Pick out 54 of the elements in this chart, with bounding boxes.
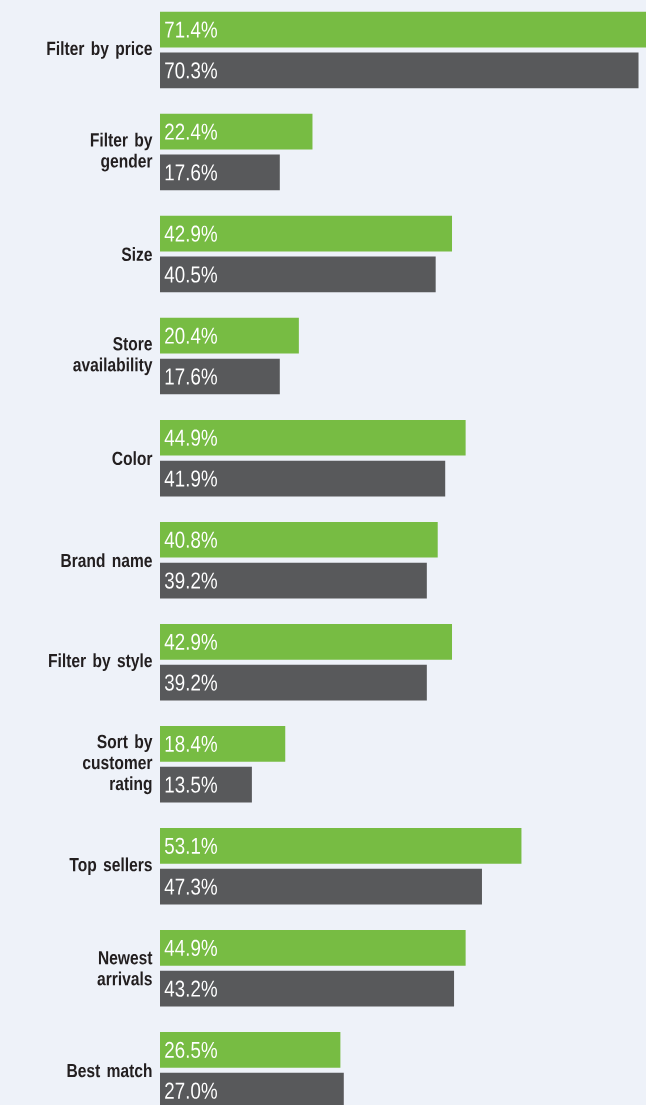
- data-label: 41.9%: [164, 470, 217, 487]
- y-tick-label: Best match: [67, 1063, 152, 1078]
- data-label: 40.5%: [164, 266, 217, 283]
- y-tick-label: Filter by gender: [90, 132, 153, 172]
- bar: [160, 664, 427, 701]
- data-label: 43.2%: [164, 980, 217, 997]
- data-label: 42.9%: [164, 633, 217, 650]
- bar: [160, 113, 313, 150]
- data-label: 39.2%: [164, 674, 217, 691]
- bar: [160, 460, 446, 497]
- data-label: 39.2%: [164, 572, 217, 589]
- bar: [160, 828, 522, 864]
- data-label: 27.0%: [165, 1082, 217, 1099]
- bar: [160, 317, 299, 354]
- y-tick-label: Filter by price: [47, 41, 152, 59]
- bar: [160, 52, 639, 89]
- data-label: 17.6%: [165, 368, 217, 385]
- y-tick-label: Size: [121, 247, 152, 262]
- data-label: 17.6%: [165, 164, 217, 181]
- y-tick-label: Sort by customer rating: [82, 734, 153, 795]
- bar: [160, 154, 280, 191]
- data-label: 53.1%: [164, 837, 217, 854]
- y-tick-label: Top sellers: [69, 857, 152, 876]
- y-tick-label: Store availability: [73, 337, 153, 376]
- bar: [160, 930, 466, 966]
- data-label: 47.3%: [164, 878, 217, 895]
- data-label: 18.4%: [165, 735, 217, 752]
- bar: [160, 868, 482, 905]
- bar: [160, 970, 455, 1007]
- data-label: 40.8%: [164, 531, 217, 548]
- bar: [160, 562, 427, 599]
- bar: [160, 256, 436, 293]
- bar: [160, 358, 280, 395]
- y-tick-label: Filter by style: [49, 653, 152, 672]
- data-label: 42.9%: [164, 225, 217, 242]
- y-tick-label: Color: [112, 451, 153, 466]
- bar: [160, 419, 466, 456]
- data-label: 70.3%: [165, 62, 217, 79]
- data-label: 22.4%: [165, 123, 217, 140]
- bar: [160, 521, 438, 558]
- y-tick-label: Brand name: [61, 553, 152, 568]
- data-label: 44.9%: [164, 939, 217, 957]
- bar: [160, 215, 453, 252]
- bar: [160, 11, 646, 48]
- data-label: 26.5%: [165, 1041, 217, 1059]
- bar: [160, 766, 252, 803]
- bar: [160, 1032, 341, 1068]
- bar: [160, 725, 286, 762]
- data-label: 44.9%: [164, 429, 217, 446]
- bar: [160, 623, 453, 660]
- data-label: 20.4%: [165, 327, 217, 344]
- data-label: 71.4%: [165, 21, 217, 38]
- data-label: 13.5%: [165, 776, 217, 793]
- y-tick-label: Newest arrivals: [97, 951, 153, 986]
